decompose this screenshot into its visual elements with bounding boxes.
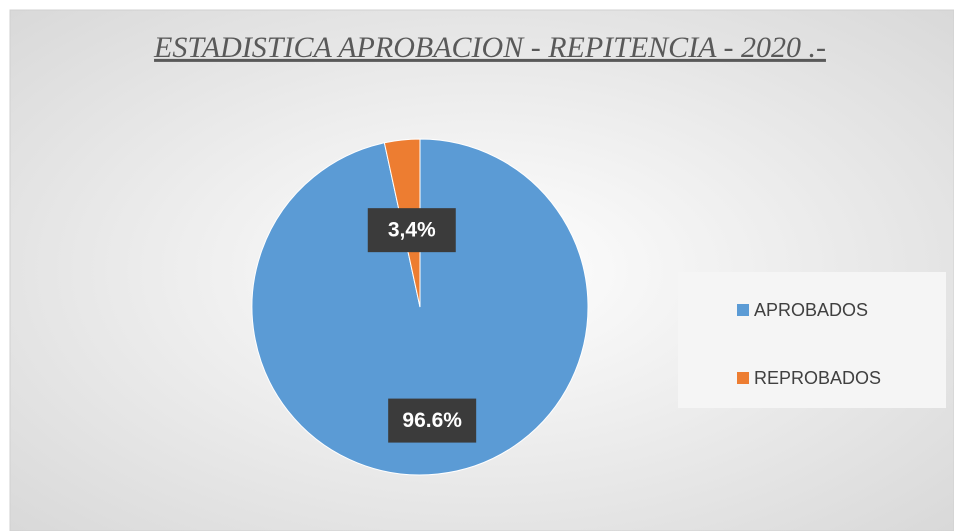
data-label: 3,4% [388,219,436,242]
legend-swatch [737,372,749,384]
legend-swatch [737,304,749,316]
legend-label: REPROBADOS [754,368,881,388]
legend-box [678,272,946,408]
data-label-box [367,208,456,253]
data-label-box [388,398,477,443]
data-label: 96.6% [402,409,462,432]
legend-label: APROBADOS [754,300,868,320]
chart-title: ESTADISTICA APROBACION - REPITENCIA - 20… [153,31,826,64]
